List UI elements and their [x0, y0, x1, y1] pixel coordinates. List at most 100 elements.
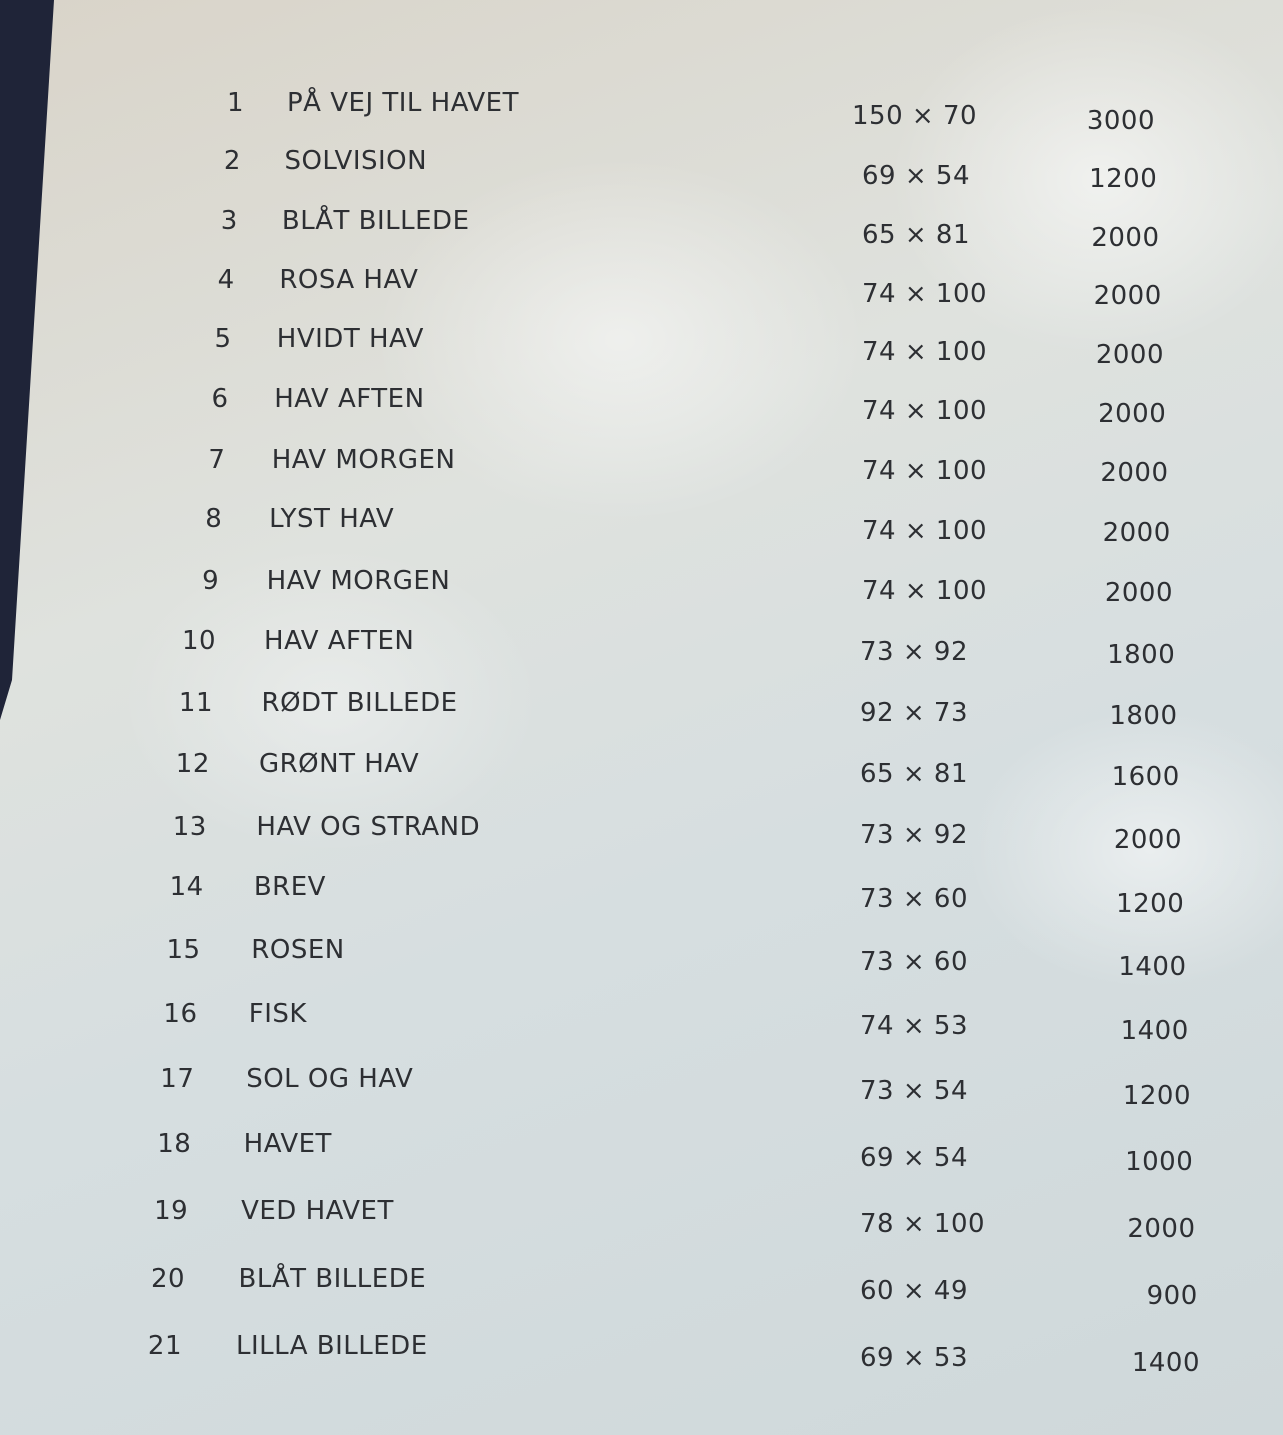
list-item: 4 ROSA HAV 74 × 100 2000 — [0, 0, 1283, 311]
item-title: FISK — [248, 999, 307, 1029]
item-price: 2000 — [1098, 399, 1167, 429]
item-size: 73 × 92 — [860, 637, 968, 667]
list-item: 8 LYST HAV 74 × 100 2000 — [0, 0, 1283, 548]
item-number: 18 — [157, 1129, 192, 1159]
item-title: BREV — [253, 872, 326, 902]
item-title: VED HAVET — [241, 1196, 394, 1226]
item-price: 2000 — [1102, 518, 1171, 548]
item-size: 74 × 100 — [862, 516, 988, 546]
item-title: BLÅT BILLEDE — [238, 1264, 427, 1294]
item-price: 1400 — [1120, 1016, 1189, 1046]
item-title: HAV AFTEN — [274, 384, 425, 414]
item-size: 73 × 60 — [860, 947, 968, 977]
item-price: 2000 — [1093, 281, 1162, 311]
item-number: 15 — [166, 935, 201, 965]
list-item: 9 HAV MORGEN 74 × 100 2000 — [0, 0, 1283, 608]
list-item: 20 BLÅT BILLEDE 60 × 49 900 — [0, 0, 1283, 1311]
item-number: 5 — [214, 324, 232, 354]
item-price: 2000 — [1104, 578, 1173, 608]
item-price: 1200 — [1089, 164, 1158, 194]
list-item: 12 GRØNT HAV 65 × 81 1600 — [0, 0, 1283, 792]
list-item: 3 BLÅT BILLEDE 65 × 81 2000 — [0, 0, 1283, 253]
list-item: 1 PÅ VEJ TIL HAVET 150 × 70 3000 — [0, 0, 1283, 136]
item-number: 8 — [205, 504, 223, 534]
item-size: 74 × 53 — [860, 1011, 968, 1041]
item-price: 1200 — [1122, 1081, 1191, 1111]
item-size: 74 × 100 — [862, 456, 988, 486]
item-number: 19 — [154, 1196, 189, 1226]
item-size: 92 × 73 — [860, 698, 968, 728]
list-item: 1 7 SOL OG HAV 73 × 54 1200 — [0, 0, 1283, 1111]
item-number: 9 — [202, 566, 220, 596]
item-number: 14 — [169, 872, 204, 902]
list-item: 7 HAV MORGEN 74 × 100 2000 — [0, 0, 1283, 488]
list-item: 5 HVIDT HAV 74 × 100 2000 — [0, 0, 1283, 370]
item-size: 74 × 100 — [862, 337, 988, 367]
item-size: 74 × 100 — [862, 396, 988, 426]
list-item: 13 HAV OG STRAND 73 × 92 2000 — [0, 0, 1283, 855]
item-size: 60 × 49 — [860, 1276, 968, 1306]
item-title: ROSEN — [251, 935, 345, 965]
item-number: 6 — [211, 384, 229, 414]
list-item: 15 ROSEN 73 × 60 1400 — [0, 0, 1283, 982]
item-title: SOL OG HAV — [246, 1064, 414, 1094]
item-title: LILLA BILLEDE — [236, 1331, 428, 1361]
list-item: 21 LILLA BILLEDE 69 × 53 1400 — [0, 0, 1283, 1378]
item-size: 69 × 53 — [860, 1343, 968, 1373]
item-number: 10 — [182, 626, 217, 656]
list-item: 6 HAV AFTEN 74 × 100 2000 — [0, 0, 1283, 429]
item-size: 65 × 81 — [862, 220, 970, 250]
item-price: 900 — [1146, 1281, 1198, 1311]
item-number: 1 — [226, 88, 244, 118]
item-number: 2 — [223, 146, 241, 176]
item-price: 1800 — [1107, 640, 1176, 670]
list-item: 16 FISK 74 × 53 1400 — [0, 0, 1283, 1046]
item-title: HAV MORGEN — [266, 566, 451, 596]
list-item: 10 HAV AFTEN 73 × 92 1800 — [0, 0, 1283, 670]
item-number: 3 — [220, 206, 238, 236]
item-title: HVIDT HAV — [276, 324, 424, 354]
list-item: 19 VED HAVET 78 × 100 2000 — [0, 0, 1283, 1244]
item-title: HAVET — [243, 1129, 332, 1159]
list-item: 14 BREV 73 × 60 1200 — [0, 0, 1283, 919]
item-price: 2000 — [1095, 340, 1164, 370]
item-size: 150 × 70 — [852, 101, 978, 131]
item-size: 74 × 100 — [862, 576, 988, 606]
item-number: 20 — [151, 1264, 186, 1294]
item-price: 2000 — [1091, 223, 1160, 253]
item-title: PÅ VEJ TIL HAVET — [287, 88, 519, 118]
item-title: LYST HAV — [269, 504, 395, 534]
item-title: HAV AFTEN — [264, 626, 415, 656]
item-price: 2000 — [1113, 825, 1182, 855]
item-number: 7 — [208, 445, 226, 475]
item-size: 73 × 92 — [860, 820, 968, 850]
item-number: 21 — [147, 1331, 182, 1361]
item-number: 13 — [172, 812, 207, 842]
item-title: BLÅT BILLEDE — [281, 206, 470, 236]
item-price: 1400 — [1131, 1348, 1200, 1378]
item-title: HAV MORGEN — [271, 445, 456, 475]
item-price: 1600 — [1111, 762, 1180, 792]
item-size: 78 × 100 — [860, 1209, 986, 1239]
item-number: 12 — [175, 749, 210, 779]
item-title: ROSA HAV — [279, 265, 419, 295]
item-title: SOLVISION — [284, 146, 428, 176]
item-size: 69 × 54 — [862, 161, 970, 191]
item-title: GRØNT HAV — [258, 749, 420, 779]
item-title: RØDT BILLEDE — [261, 688, 458, 718]
item-size: 69 × 54 — [860, 1143, 968, 1173]
item-price: 2000 — [1127, 1214, 1196, 1244]
item-price: 1000 — [1125, 1147, 1194, 1177]
item-price: 1200 — [1116, 889, 1185, 919]
item-number: 11 — [178, 688, 213, 718]
list-item: 2 SOLVISION 69 × 54 1200 — [0, 0, 1283, 194]
item-size: 74 × 100 — [862, 279, 988, 309]
item-price: 1400 — [1118, 952, 1187, 982]
item-size: 73 × 54 — [860, 1076, 968, 1106]
list-item: 18 HAVET 69 × 54 1000 — [0, 0, 1283, 1177]
item-number: 16 — [163, 999, 198, 1029]
list-item: 11 RØDT BILLEDE 92 × 73 1800 — [0, 0, 1283, 731]
item-size: 73 × 60 — [860, 884, 968, 914]
item-price: 2000 — [1100, 458, 1169, 488]
